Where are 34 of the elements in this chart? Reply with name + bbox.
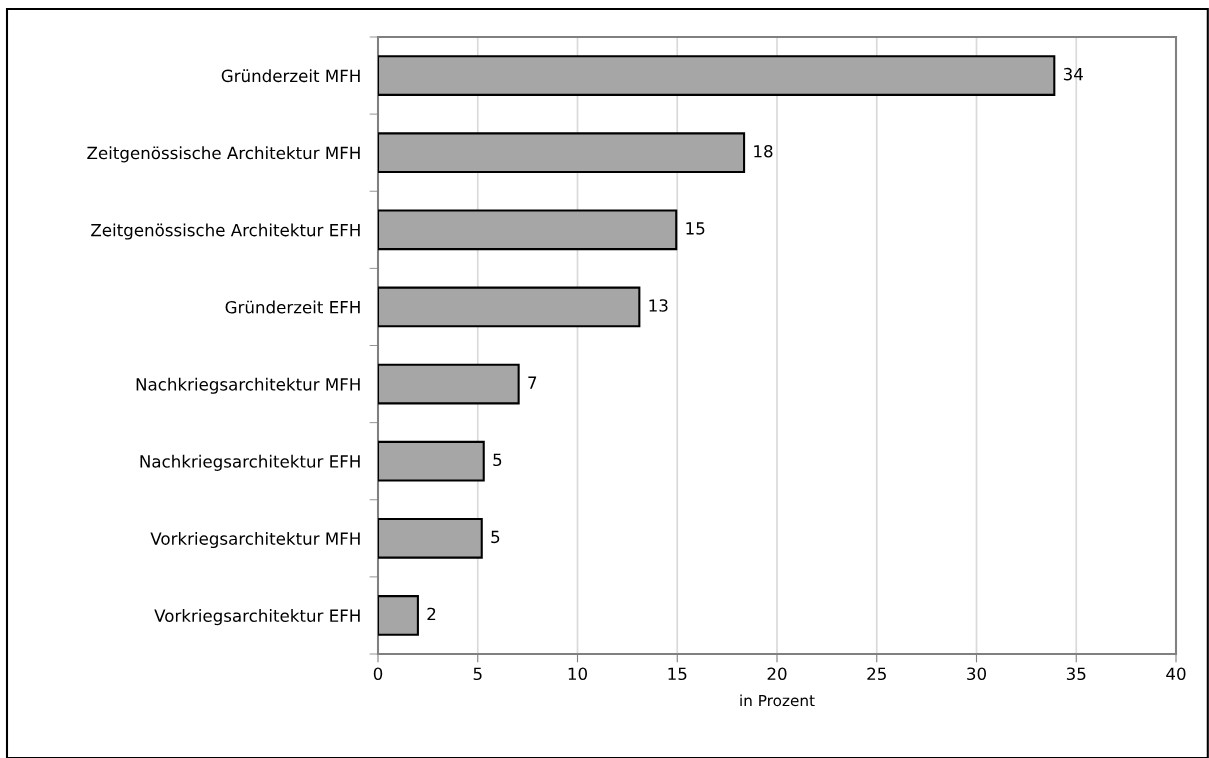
y-tick-label: Gründerzeit MFH: [221, 69, 360, 83]
y-tick-label: Vorkriegsarchitektur MFH: [150, 531, 360, 549]
x-tick-label: 20: [767, 667, 787, 681]
x-tick-label: 35: [1066, 667, 1086, 681]
x-tick-label: 40: [1166, 667, 1186, 681]
y-tick-label: Vorkriegsarchitektur EFH: [154, 609, 360, 626]
y-tick-label: Nachkriegsarchitektur MFH: [136, 377, 360, 394]
x-tick-label: 30: [967, 667, 986, 681]
y-tick-label: Zeitgenössische Architektur EFH: [91, 223, 360, 240]
y-tick-label: Nachkriegsarchitektur EFH: [140, 454, 360, 471]
data-label: 13: [649, 299, 668, 312]
data-label: 18: [754, 144, 773, 158]
bar: [378, 132, 746, 174]
data-label: 15: [686, 222, 705, 235]
data-label: 34: [1063, 67, 1083, 81]
x-axis-title: in Prozent: [740, 694, 815, 707]
bar: [378, 286, 641, 328]
bar: [378, 209, 678, 251]
bar: [378, 363, 520, 405]
data-label: 7: [528, 376, 537, 389]
bar: [378, 55, 1056, 96]
data-label: 2: [427, 607, 436, 621]
x-tick-label: 0: [373, 667, 383, 681]
data-label: 5: [491, 530, 500, 544]
bar: [378, 595, 419, 636]
x-tick-label: 25: [867, 667, 886, 681]
x-tick-label: 5: [473, 667, 482, 681]
data-label: 5: [493, 453, 502, 467]
y-tick-label: Zeitgenössische Architektur MFH: [87, 146, 360, 163]
bar: [378, 517, 483, 559]
bar: [378, 440, 485, 482]
y-tick-label: Gründerzeit EFH: [225, 300, 360, 314]
x-tick-label: 15: [668, 667, 687, 681]
x-tick-label: 10: [568, 667, 587, 681]
